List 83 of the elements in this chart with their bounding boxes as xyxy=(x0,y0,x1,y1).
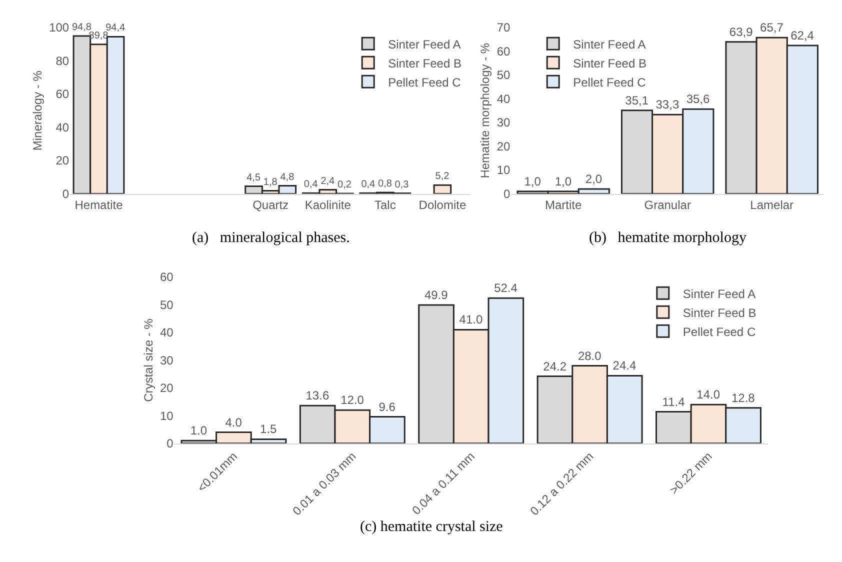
data-label: 12.8 xyxy=(731,390,756,405)
y-tick-label: 30 xyxy=(496,116,511,130)
data-label: 89,8 xyxy=(88,30,109,42)
data-label: 1,0 xyxy=(524,174,542,188)
x-tick-label: 0.04 a 0.11 mm xyxy=(409,449,478,518)
data-label: 1,8 xyxy=(263,176,278,188)
data-label: 35,6 xyxy=(686,92,710,106)
data-label: 4,8 xyxy=(280,172,295,183)
x-tick-label: Granular xyxy=(644,198,691,212)
legend-label: Pellet Feed C xyxy=(573,75,646,90)
y-tick-label: 60 xyxy=(56,87,70,102)
y-tick-label: 50 xyxy=(496,68,511,82)
y-tick-label: 40 xyxy=(160,326,174,340)
data-label: 24.2 xyxy=(543,359,567,374)
legend-label: Pellet Feed C xyxy=(682,324,756,339)
y-tick-label: 60 xyxy=(496,44,511,58)
data-label: 2,0 xyxy=(585,172,602,186)
legend-label: Sinter Feed A xyxy=(388,37,461,52)
legend-label: Pellet Feed C xyxy=(388,75,462,90)
data-label: 62,4 xyxy=(790,28,814,42)
data-label: 0,4 xyxy=(304,179,318,190)
y-tick-label: 60 xyxy=(160,270,174,284)
y-tick-label: 0 xyxy=(504,187,511,201)
x-tick-label: 0.12 a 0.22 mm xyxy=(527,449,596,518)
x-tick-label: Hematite xyxy=(74,198,124,212)
data-label: 1.5 xyxy=(260,422,278,436)
y-tick-label: 40 xyxy=(496,92,511,106)
y-axis-title: Mineralogy - % xyxy=(30,70,44,151)
y-tick-label: 10 xyxy=(160,408,174,423)
y-tick-label: 80 xyxy=(56,54,70,68)
data-label: 12.0 xyxy=(340,393,364,408)
data-label: 33,3 xyxy=(656,98,680,112)
y-tick-label: 20 xyxy=(160,381,174,396)
data-label: 28.0 xyxy=(578,348,602,363)
y-tick-label: 100 xyxy=(49,20,70,35)
data-label: 35,1 xyxy=(625,93,649,108)
legend-label: Sinter Feed A xyxy=(682,286,756,301)
y-tick-label: 20 xyxy=(56,154,70,168)
x-tick-label: 0.01 a 0.03 mm xyxy=(290,449,359,518)
legend-label: Sinter Feed B xyxy=(573,56,646,70)
y-axis-title: Hematite morphology - % xyxy=(478,42,492,178)
y-tick-label: 20 xyxy=(496,139,511,154)
y-tick-label: 10 xyxy=(496,163,511,178)
y-tick-label: 70 xyxy=(496,20,511,35)
data-label: 65,7 xyxy=(760,20,784,35)
data-label: 11.4 xyxy=(662,394,686,409)
data-label: 2,4 xyxy=(320,176,336,187)
data-label: 49.9 xyxy=(424,288,448,302)
data-label: 0,2 xyxy=(338,179,352,190)
x-tick-label: Talc xyxy=(374,198,396,212)
y-tick-label: 30 xyxy=(160,353,174,368)
bar xyxy=(433,184,452,194)
legend-label: Sinter Feed B xyxy=(388,56,462,70)
y-axis-title: Crystal size - % xyxy=(141,318,156,402)
text: (a) mineralogical phases. xyxy=(192,230,350,246)
data-label: 0,4 xyxy=(361,179,376,190)
x-tick-label: Kaolinite xyxy=(304,198,352,212)
legend-label: Sinter Feed B xyxy=(682,306,756,320)
legend-label: Sinter Feed A xyxy=(573,37,646,52)
y-tick-label: 0 xyxy=(62,187,70,201)
data-label: 52.4 xyxy=(494,281,518,296)
text: (b) hematite morphology xyxy=(589,230,747,246)
x-tick-label: Dolomite xyxy=(418,198,466,212)
data-label: 4,5 xyxy=(246,172,261,184)
data-label: 1.0 xyxy=(190,424,208,438)
data-label: 63,9 xyxy=(729,24,754,39)
x-tick-label: Martite xyxy=(544,198,582,212)
data-label: 1,0 xyxy=(554,174,572,188)
data-label: 0,3 xyxy=(394,179,410,190)
y-tick-label: 0 xyxy=(166,436,174,451)
data-label: 5,2 xyxy=(435,171,450,182)
data-label: 9.6 xyxy=(378,400,396,414)
data-label: 13.6 xyxy=(306,388,330,403)
data-label: 24.4 xyxy=(612,358,636,373)
data-label: 41.0 xyxy=(459,312,483,327)
x-tick-label: Lamelar xyxy=(750,198,794,212)
y-tick-label: 50 xyxy=(160,298,174,312)
y-tick-label: 40 xyxy=(56,120,70,134)
data-label: 14.0 xyxy=(696,388,720,402)
x-tick-label: Quartz xyxy=(252,198,289,212)
data-label: 0,8 xyxy=(378,178,392,190)
text: (c) hematite crystal size xyxy=(360,519,504,535)
data-label: 4.0 xyxy=(225,415,242,430)
